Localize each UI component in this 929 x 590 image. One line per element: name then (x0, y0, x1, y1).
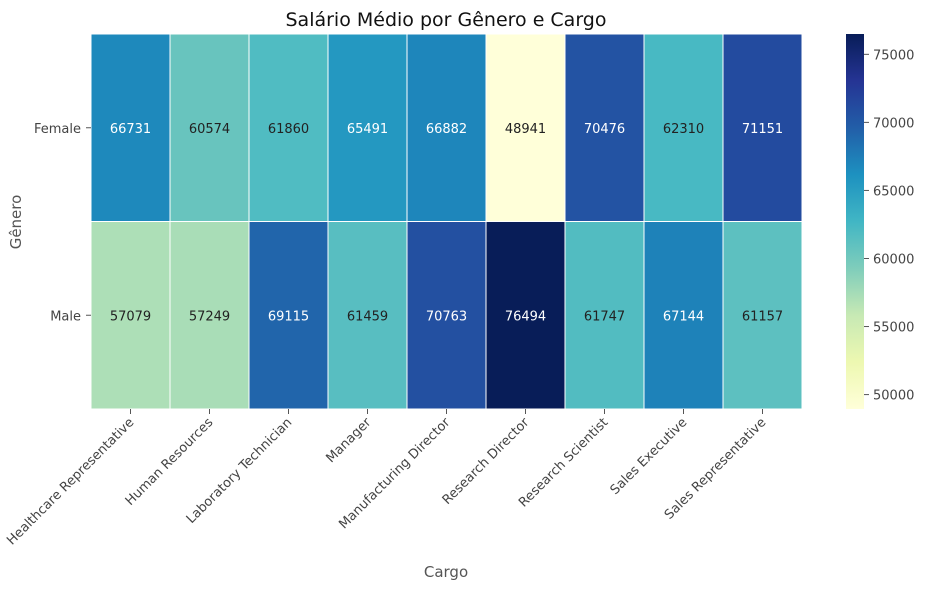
heatmap-cell (485, 33, 566, 222)
y-tick-label: Female (34, 122, 81, 137)
x-tick-label: Human Resources (123, 415, 217, 509)
x-tick-label: Healthcare Representative (4, 415, 137, 548)
colorbar-tick-label: 70000 (873, 116, 914, 131)
heatmap-cell (643, 221, 724, 410)
cell-value-label: 76494 (505, 309, 546, 324)
colorbar-tick-label: 50000 (873, 389, 914, 404)
cell-value-label: 65491 (347, 122, 388, 137)
cell-value-label: 60574 (189, 122, 230, 137)
colorbar-tick-label: 65000 (873, 184, 914, 199)
cell-value-label: 61860 (268, 122, 309, 137)
heatmap-cell (643, 33, 724, 222)
cell-value-label: 61459 (347, 309, 388, 324)
heatmap-cell (248, 221, 329, 410)
chart-title: Salário Médio por Gênero e Cargo (285, 9, 606, 31)
x-tick-label: Sales Executive (608, 415, 691, 498)
cell-value-label: 48941 (505, 122, 546, 137)
cell-value-label: 57249 (189, 309, 230, 324)
cell-value-label: 66731 (110, 122, 151, 137)
heatmap-cell (564, 221, 645, 410)
heatmap-cell (248, 33, 329, 222)
cell-value-label: 61157 (742, 309, 783, 324)
colorbar-tick-label: 55000 (873, 321, 914, 336)
heatmap-cell (406, 221, 487, 410)
cell-value-label: 69115 (268, 309, 309, 324)
heatmap-cell (90, 221, 171, 410)
colorbar-ticks: 50000 55000 60000 65000 70000 75000 (864, 48, 914, 404)
colorbar (846, 34, 864, 409)
cell-value-label: 70476 (584, 122, 625, 137)
heatmap-cell (327, 33, 408, 222)
cell-value-label: 71151 (742, 122, 783, 137)
cell-value-label: 61747 (584, 309, 625, 324)
heatmap-cell (169, 33, 250, 222)
colorbar-tick-label: 60000 (873, 252, 914, 267)
cell-value-label: 57079 (110, 309, 151, 324)
x-tick-label: Research Director (440, 415, 533, 508)
cell-value-label: 66882 (426, 122, 467, 137)
y-axis-label: Gênero (7, 195, 25, 250)
cell-value-label: 62310 (663, 122, 704, 137)
heatmap-cell (406, 33, 487, 222)
x-axis-label: Cargo (424, 563, 468, 581)
heatmap-cell (327, 221, 408, 410)
x-tick-label: Research Scientist (516, 415, 611, 510)
heatmap-cell (90, 33, 171, 222)
colorbar-tick-label: 75000 (873, 48, 914, 63)
x-tick-label: Manager (323, 415, 374, 466)
heatmap-cell (722, 221, 803, 410)
y-tick-label: Male (50, 309, 81, 324)
heatmap-cell (485, 221, 566, 410)
cell-value-label: 70763 (426, 309, 467, 324)
y-axis-ticks: Female Male (34, 122, 91, 324)
heatmap-cells: 66731 60574 61860 65491 66882 48941 70476 62310… (90, 33, 803, 410)
cell-value-label: 67144 (663, 309, 704, 324)
